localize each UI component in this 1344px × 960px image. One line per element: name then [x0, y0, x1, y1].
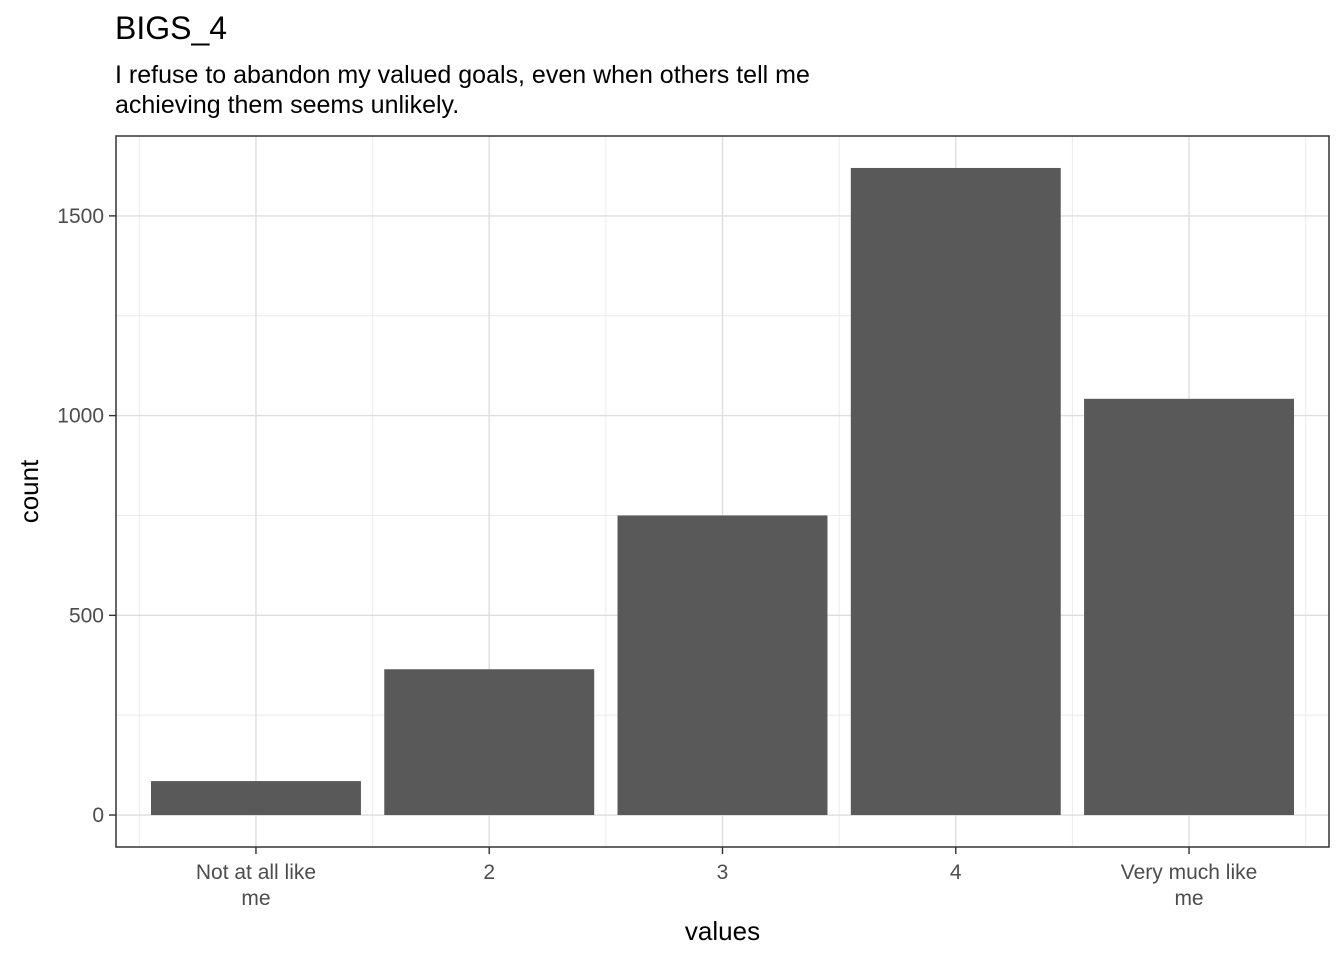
- x-tick-label: 2: [483, 861, 495, 884]
- chart-subtitle-line-1: I refuse to abandon my valued goals, eve…: [115, 61, 810, 89]
- x-tick-label-line: Not at all like: [196, 861, 316, 884]
- x-tick-label-line: Very much like: [1121, 861, 1258, 884]
- bar: [1084, 398, 1295, 816]
- x-tick-label: Not at all like me: [196, 861, 316, 910]
- y-tick-label: 0: [92, 804, 104, 827]
- x-axis-title: values: [685, 916, 760, 946]
- y-tick-label: 1500: [57, 205, 104, 228]
- grid-lines: [116, 136, 1329, 847]
- x-tick-label: 3: [717, 861, 729, 884]
- x-axis: Not at all like me 2 3 4 Very much like me: [196, 847, 1257, 910]
- y-tick-label: 1000: [57, 405, 104, 428]
- x-tick-label: Very much like me: [1121, 861, 1258, 910]
- x-tick-label-line: 3: [717, 861, 729, 884]
- chart-subtitle: I refuse to abandon my valued goals, eve…: [115, 60, 810, 120]
- x-tick-label-line: 4: [950, 861, 962, 884]
- bar: [617, 515, 828, 816]
- x-tick-label-line: 2: [483, 861, 495, 884]
- y-axis: 0 500 1000 1500: [57, 205, 116, 827]
- x-tick-label-line: me: [1174, 887, 1203, 910]
- x-tick-label: 4: [950, 861, 962, 884]
- y-tick-label: 500: [69, 604, 104, 627]
- bar: [850, 167, 1061, 816]
- chart-title: BIGS_4: [115, 10, 228, 46]
- chart-subtitle-line-2: achieving them seems unlikely.: [115, 91, 460, 119]
- bar: [384, 669, 595, 816]
- bars: [150, 167, 1295, 816]
- x-tick-label-line: me: [241, 887, 270, 910]
- y-axis-title: count: [14, 459, 44, 523]
- bar: [150, 781, 361, 816]
